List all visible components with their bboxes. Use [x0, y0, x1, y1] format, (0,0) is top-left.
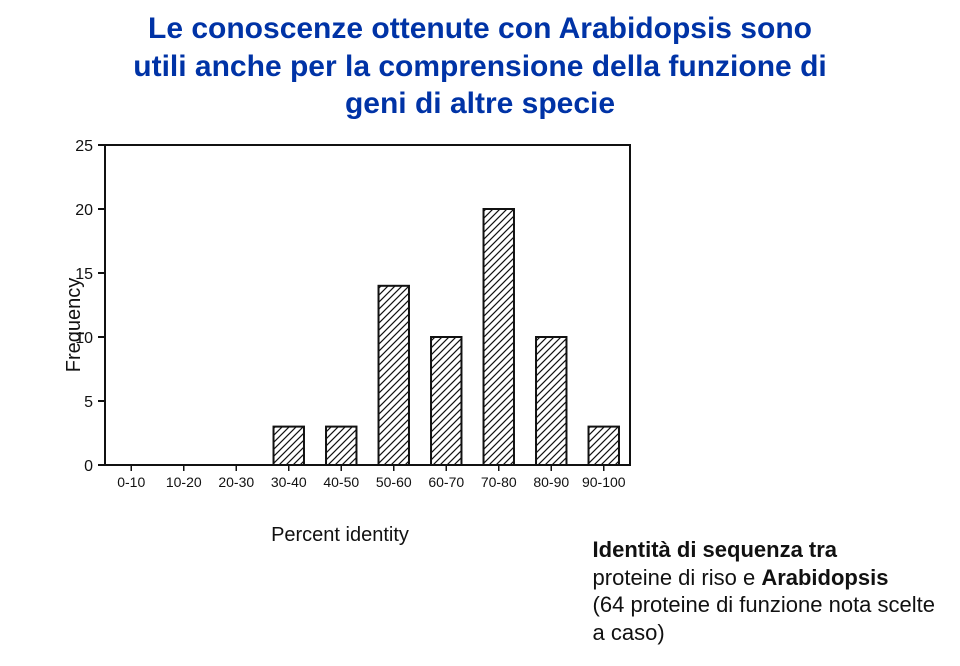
svg-text:10-20: 10-20 — [166, 474, 202, 490]
svg-text:40-50: 40-50 — [323, 474, 359, 490]
svg-text:80-90: 80-90 — [533, 474, 569, 490]
svg-text:0-10: 0-10 — [117, 474, 145, 490]
caption-line-1: Identità di sequenza tra — [593, 537, 838, 562]
svg-text:60-70: 60-70 — [428, 474, 464, 490]
svg-text:20-30: 20-30 — [218, 474, 254, 490]
title-line-3: geni di altre specie — [0, 85, 960, 123]
chart-svg: 05101520250-1010-2020-3030-4040-5050-606… — [35, 135, 645, 515]
x-axis-label: Percent identity — [35, 524, 645, 547]
y-axis-label: Frequency — [63, 277, 86, 372]
svg-text:70-80: 70-80 — [481, 474, 517, 490]
svg-text:25: 25 — [75, 138, 93, 155]
svg-text:90-100: 90-100 — [582, 474, 626, 490]
bar-chart: Frequency 05101520250-1010-2020-3030-404… — [35, 135, 645, 515]
svg-text:50-60: 50-60 — [376, 474, 412, 490]
chart-caption: Identità di sequenza tra proteine di ris… — [593, 536, 935, 646]
svg-text:0: 0 — [84, 458, 93, 475]
title-line-2: utili anche per la comprensione della fu… — [0, 48, 960, 86]
svg-text:30-40: 30-40 — [271, 474, 307, 490]
svg-text:20: 20 — [75, 202, 93, 219]
caption-line-2a: proteine di riso e — [593, 565, 762, 590]
svg-text:5: 5 — [84, 394, 93, 411]
title-line-1: Le conoscenze ottenute con Arabidopsis s… — [0, 10, 960, 48]
page-title: Le conoscenze ottenute con Arabidopsis s… — [0, 0, 960, 123]
caption-line-3: (64 proteine di funzione nota scelte — [593, 592, 935, 617]
caption-line-2b: Arabidopsis — [761, 565, 888, 590]
caption-line-4: a caso) — [593, 620, 665, 645]
